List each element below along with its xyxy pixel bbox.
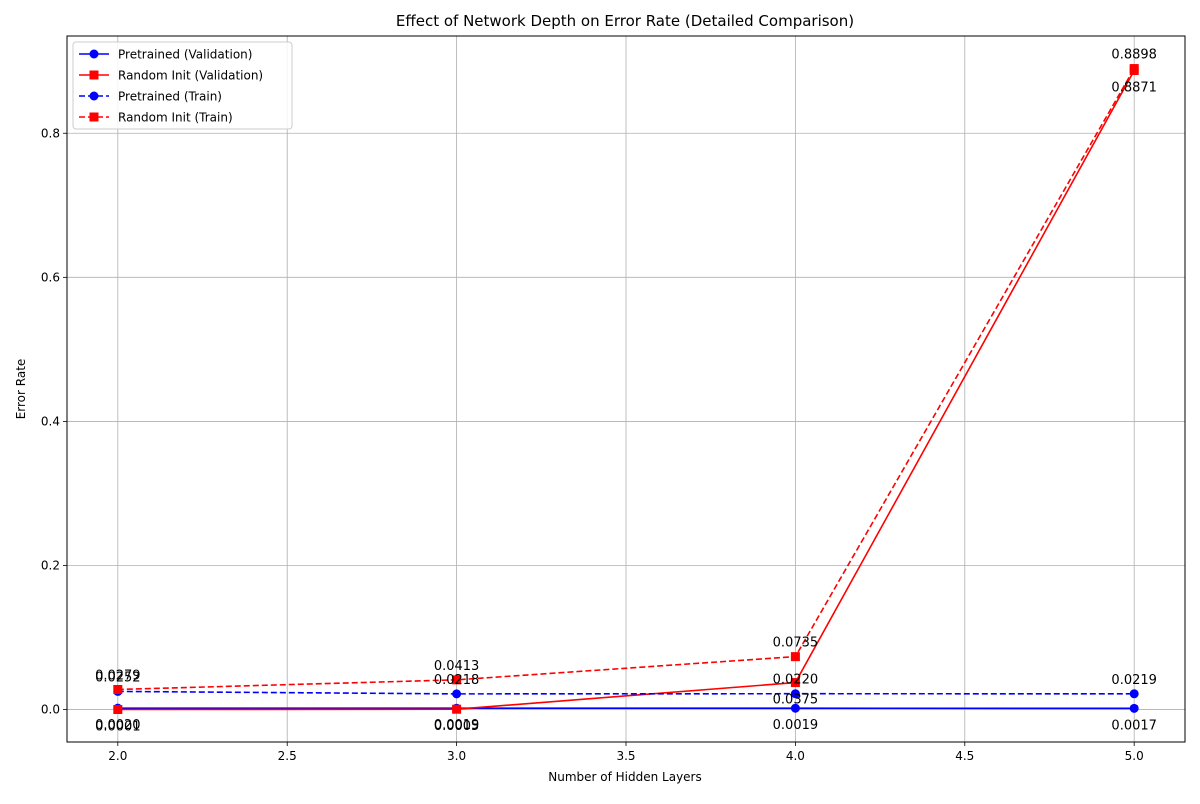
data-label: 0.8898	[1111, 48, 1157, 63]
data-label: 0.0019	[773, 718, 819, 733]
data-label: 0.0005	[434, 719, 480, 734]
data-point	[1130, 689, 1139, 698]
legend-label: Random Init (Validation)	[118, 69, 263, 83]
legend-marker	[90, 71, 99, 80]
data-label: 0.0218	[434, 673, 480, 688]
data-point	[1130, 64, 1139, 73]
data-label: 0.0220	[773, 673, 819, 688]
y-tick-label: 0.0	[41, 703, 60, 717]
x-tick-label: 4.5	[955, 749, 974, 763]
data-label: 0.0279	[95, 668, 141, 683]
data-label: 0.8871	[1111, 81, 1157, 96]
data-label: 0.0735	[773, 636, 819, 651]
data-label: 0.0219	[1111, 673, 1157, 688]
x-tick-label: 2.5	[278, 749, 297, 763]
y-tick-label: 0.2	[41, 559, 60, 573]
x-tick-label: 2.0	[108, 749, 127, 763]
data-label: 0.0001	[95, 720, 141, 735]
chart-title: Effect of Network Depth on Error Rate (D…	[396, 12, 854, 30]
data-point	[452, 705, 461, 714]
legend-marker	[90, 113, 99, 122]
x-tick-label: 3.0	[447, 749, 466, 763]
y-axis-title: Error Rate	[14, 359, 28, 420]
data-point	[452, 689, 461, 698]
legend-marker	[90, 92, 99, 101]
data-label: 0.0413	[434, 659, 480, 674]
x-tick-label: 3.5	[616, 749, 635, 763]
data-label: 0.0017	[1111, 718, 1157, 733]
x-tick-label: 4.0	[786, 749, 805, 763]
y-tick-label: 0.8	[41, 126, 60, 140]
y-tick-label: 0.4	[41, 414, 60, 428]
data-point	[113, 685, 122, 694]
y-tick-label: 0.6	[41, 270, 60, 284]
legend-label: Pretrained (Train)	[118, 90, 222, 104]
data-point	[113, 705, 122, 714]
legend-label: Pretrained (Validation)	[118, 48, 252, 62]
legend: Pretrained (Validation) Random Init (Vali…	[73, 42, 292, 129]
legend-label: Random Init (Train)	[118, 111, 233, 125]
data-point	[791, 652, 800, 661]
data-point	[1130, 704, 1139, 713]
x-tick-label: 5.0	[1125, 749, 1144, 763]
x-axis-title: Number of Hidden Layers	[548, 770, 702, 784]
legend-marker	[90, 50, 99, 59]
data-label: 0.0375	[773, 693, 819, 708]
